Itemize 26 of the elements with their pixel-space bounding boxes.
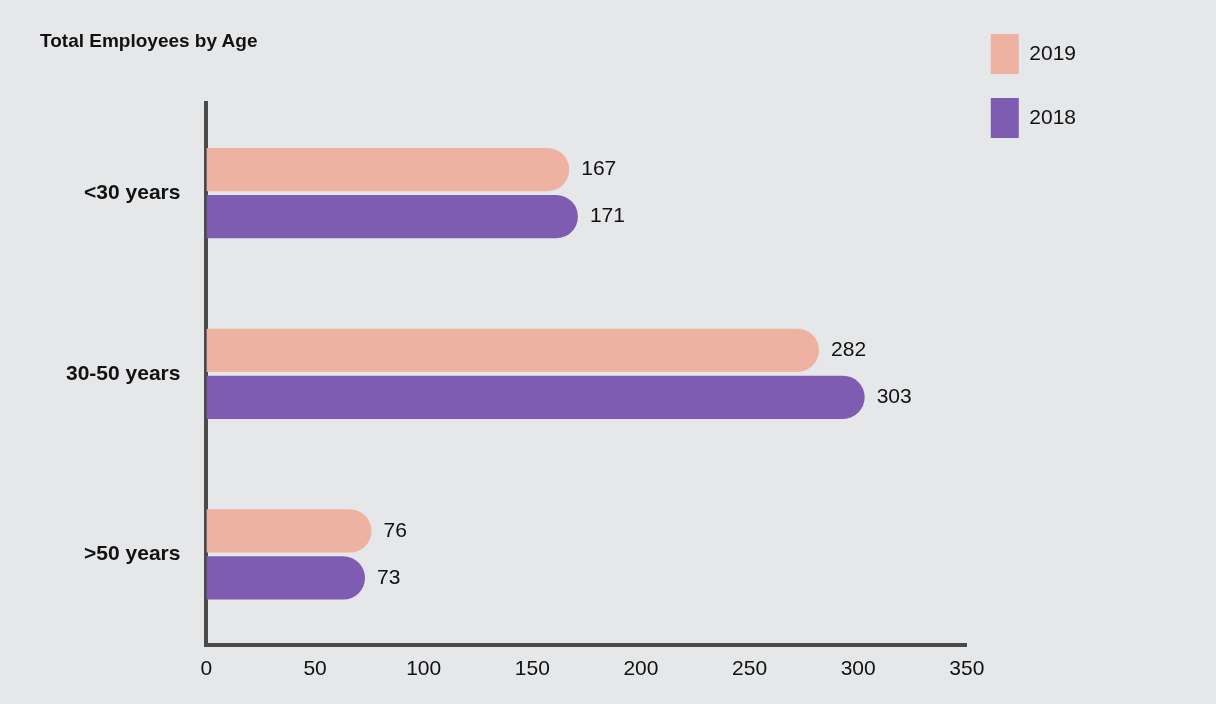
- y-tick-label: 30-50 years: [66, 360, 181, 384]
- data-label: 76: [383, 517, 407, 541]
- legend-label: 2018: [1029, 104, 1076, 128]
- bar: [206, 328, 820, 372]
- bar: [206, 509, 372, 553]
- bar: [206, 556, 366, 600]
- x-tick-label: 100: [406, 656, 442, 680]
- x-tick-label: 0: [200, 656, 213, 680]
- x-tick-label: 300: [840, 656, 876, 680]
- x-tick-label: 250: [732, 656, 768, 680]
- y-tick-label: <30 years: [84, 179, 181, 203]
- y-tick-label: >50 years: [84, 541, 181, 565]
- bar: [206, 148, 570, 192]
- data-label: 167: [581, 156, 617, 180]
- legend-label: 2019: [1029, 40, 1076, 64]
- data-label: 73: [377, 564, 401, 588]
- chart-title: Total Employees by Age: [40, 29, 258, 51]
- x-tick-label: 50: [303, 656, 327, 680]
- bar: [206, 375, 865, 419]
- data-label: 171: [589, 203, 625, 227]
- bar: [206, 195, 578, 239]
- data-label: 282: [831, 337, 867, 361]
- x-tick-label: 350: [949, 656, 985, 680]
- x-tick-label: 150: [514, 656, 550, 680]
- data-label: 303: [876, 384, 912, 408]
- x-tick-label: 200: [623, 656, 659, 680]
